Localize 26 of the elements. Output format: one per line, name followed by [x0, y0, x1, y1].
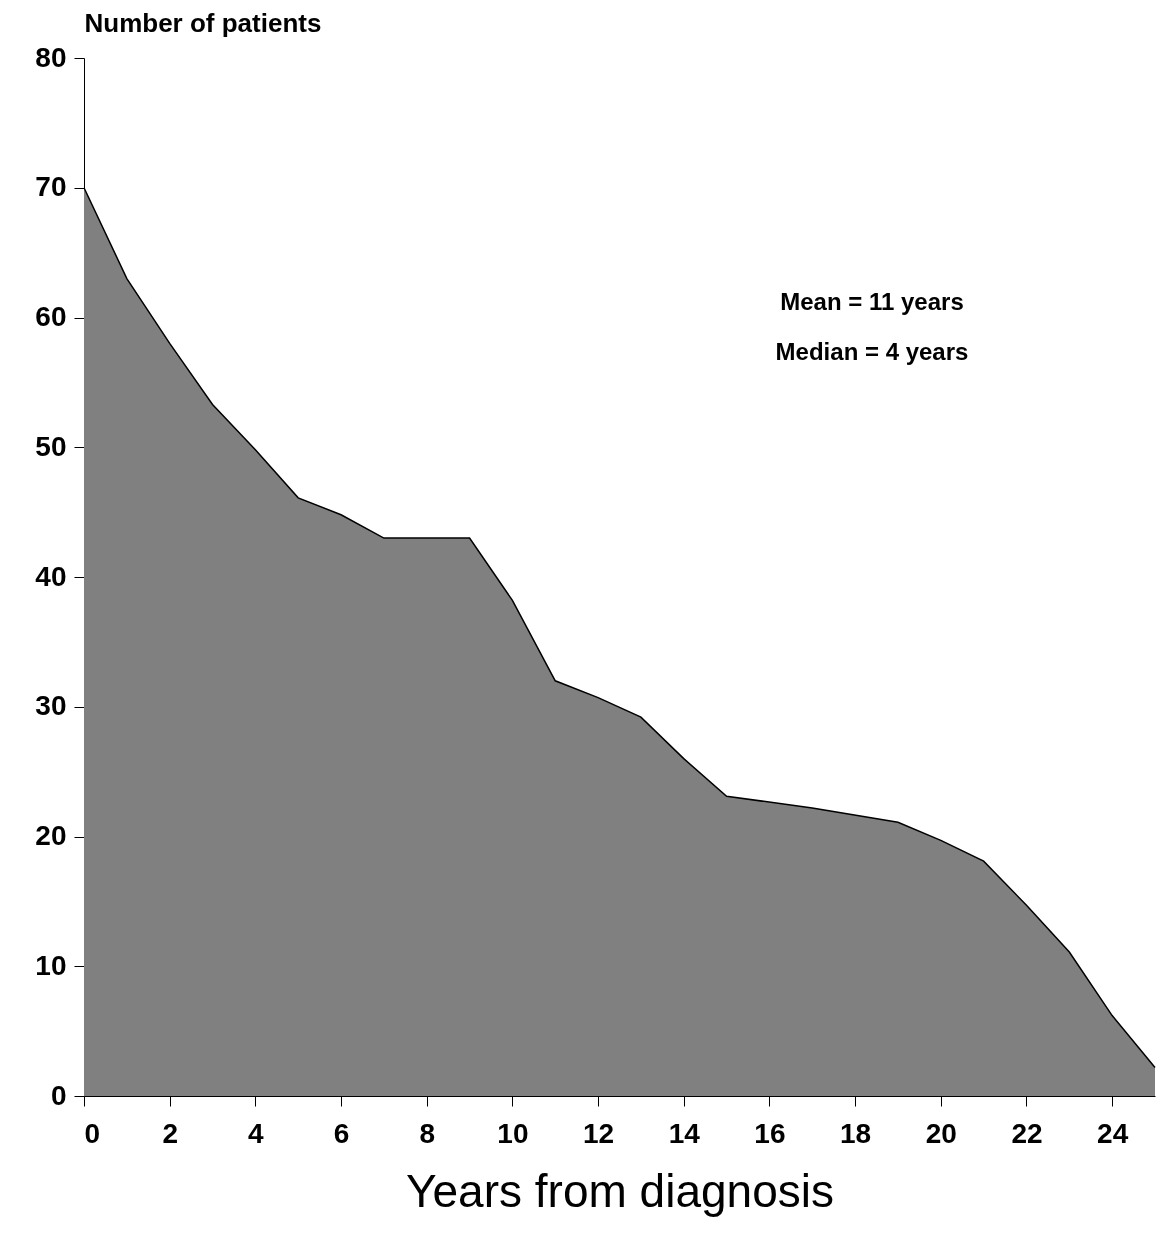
x-tick-label: 8	[419, 1117, 436, 1149]
x-tick-label: 22	[1011, 1117, 1043, 1149]
y-tick-label: 20	[35, 820, 67, 851]
annotation: Mean = 11 years	[780, 288, 964, 315]
y-tick-label: 10	[35, 949, 67, 981]
x-tick-label: 6	[333, 1117, 350, 1149]
x-tick-label: 12	[583, 1117, 615, 1149]
x-tick-label: 2	[162, 1117, 178, 1149]
y-tick-label: 80	[35, 41, 67, 73]
y-tick-label: 30	[35, 690, 67, 722]
y-axis-title: Number of patients	[84, 7, 322, 38]
y-tick-label: 40	[35, 560, 67, 592]
y-tick-label: 60	[35, 301, 67, 332]
x-tick-label: 16	[754, 1117, 786, 1149]
x-tick-label: 10	[497, 1117, 529, 1149]
x-tick-label: 0	[84, 1117, 101, 1149]
x-tick-label: 14	[668, 1117, 701, 1149]
x-tick-label: 20	[925, 1117, 957, 1149]
y-tick-label: 50	[35, 430, 67, 462]
y-tick-label: 70	[35, 171, 67, 203]
annotation: Median = 4 years	[775, 338, 969, 365]
x-tick-label: 24	[1097, 1117, 1129, 1149]
x-tick-label: 18	[840, 1117, 872, 1149]
y-tick-label: 0	[50, 1079, 67, 1111]
x-tick-label: 4	[248, 1117, 265, 1149]
x-axis-title: Years from diagnosis	[406, 1164, 834, 1217]
